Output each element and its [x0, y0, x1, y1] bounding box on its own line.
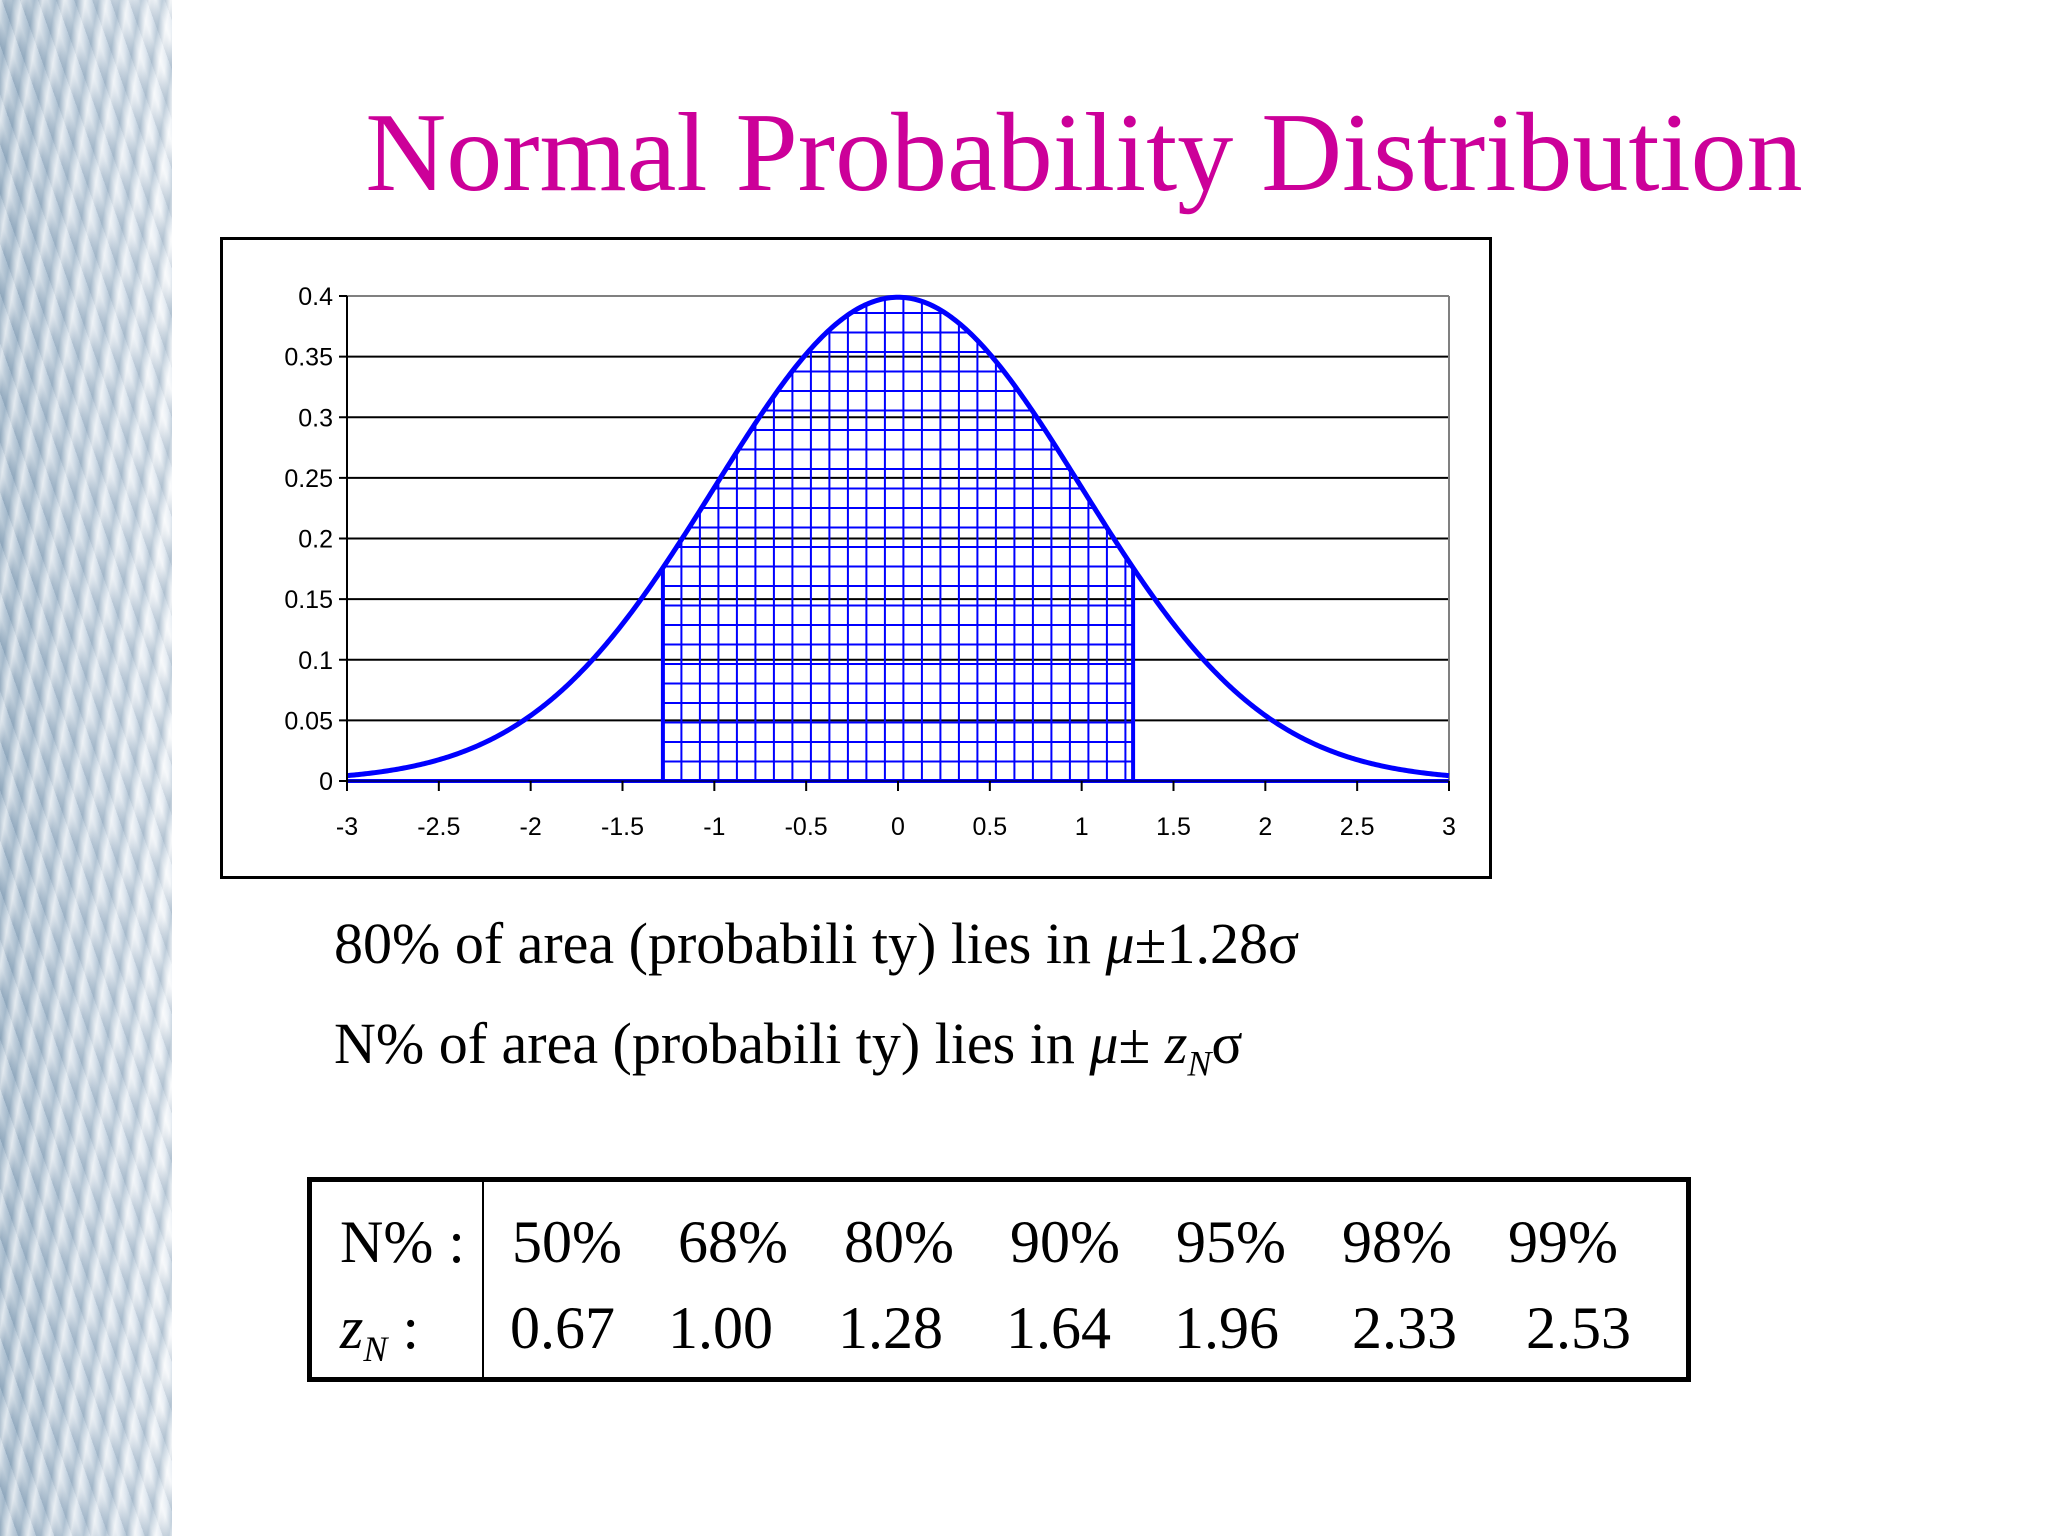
percent-cell: 80% — [844, 1209, 954, 1275]
mu-symbol: μ — [1105, 911, 1135, 976]
x-tick-label: -1.5 — [601, 813, 644, 841]
row-label-z: zN : — [340, 1294, 419, 1370]
row-label-percent: N% : — [340, 1209, 465, 1275]
x-tick-label: 0.5 — [972, 813, 1007, 841]
z-symbol: z — [1164, 1011, 1188, 1076]
x-tick-label: 0 — [891, 813, 905, 841]
x-tick-label: 1.5 — [1156, 813, 1191, 841]
statement-80-text: 80% of area (probabili ty) lies in — [334, 911, 1091, 976]
x-tick-label: -3 — [336, 813, 358, 841]
y-tick-label: 0.35 — [284, 344, 333, 372]
percent-cell: 95% — [1176, 1209, 1286, 1275]
statement-80-interval: ±1.28σ — [1134, 911, 1300, 976]
y-tick-label: 0.3 — [298, 404, 333, 432]
x-tick-label: 2 — [1258, 813, 1272, 841]
chart-svg: 0 0.05 0.1 0.15 0.2 0.25 0.3 0.35 0.4 -3 -2.5 -2 -1.… — [284, 283, 1456, 841]
shaded-area-hatching — [662, 297, 1134, 781]
statement-n-text: N% of area (probabili ty) lies in — [334, 1011, 1075, 1076]
x-tick-label: -2.5 — [417, 813, 460, 841]
statement-80-percent: 80% of area (probabili ty) lies in μ±1.2… — [334, 910, 1299, 977]
z-value-table: N% : zN : 50% 68% 80% 90% 95% 98% 99% 0.… — [307, 1177, 1691, 1382]
y-tick-label: 0 — [319, 768, 333, 796]
table-divider — [482, 1182, 484, 1377]
normal-distribution-chart: 0 0.05 0.1 0.15 0.2 0.25 0.3 0.35 0.4 -3 -2.5 -2 -1.… — [220, 237, 1492, 879]
z-cell: 1.00 — [668, 1295, 773, 1361]
x-tick-label: -1 — [703, 813, 725, 841]
percent-cell: 98% — [1342, 1209, 1452, 1275]
y-tick-label: 0.4 — [298, 283, 333, 311]
z-label: z — [340, 1295, 364, 1361]
x-tick-label: 1 — [1075, 813, 1089, 841]
z-cell: 1.64 — [1006, 1295, 1111, 1361]
y-tick-label: 0.25 — [284, 465, 333, 493]
mu-symbol: μ — [1089, 1011, 1119, 1076]
sigma-symbol: σ — [1211, 1011, 1243, 1076]
percent-cell: 50% — [512, 1209, 622, 1275]
plus-minus: ± — [1118, 1011, 1165, 1076]
density-curve — [346, 294, 1450, 779]
z-cell: 2.53 — [1526, 1295, 1631, 1361]
statement-n-percent: N% of area (probabili ty) lies in μ± zNσ — [334, 1010, 1243, 1085]
x-tick-label: -2 — [520, 813, 542, 841]
y-tick-label: 0.15 — [284, 586, 333, 614]
z-label-subscript: N — [363, 1329, 388, 1369]
z-cell: 2.33 — [1352, 1295, 1457, 1361]
z-cell: 1.28 — [838, 1295, 943, 1361]
slide-title: Normal Probability Distribution — [365, 91, 1803, 215]
z-cell: 1.96 — [1174, 1295, 1279, 1361]
percent-cell: 68% — [678, 1209, 788, 1275]
decorative-side-strip — [0, 0, 172, 1536]
percent-cell: 99% — [1508, 1209, 1618, 1275]
x-tick-label: -0.5 — [785, 813, 828, 841]
y-tick-label: 0.1 — [298, 647, 333, 675]
y-tick-label: 0.2 — [298, 526, 333, 554]
z-cell: 0.67 — [510, 1295, 615, 1361]
x-tick-label: 3 — [1442, 813, 1456, 841]
x-tick-label: 2.5 — [1340, 813, 1375, 841]
percent-cell: 90% — [1010, 1209, 1120, 1275]
z-subscript: N — [1187, 1043, 1212, 1084]
z-label-colon: : — [402, 1295, 420, 1361]
y-tick-label: 0.05 — [284, 707, 333, 735]
